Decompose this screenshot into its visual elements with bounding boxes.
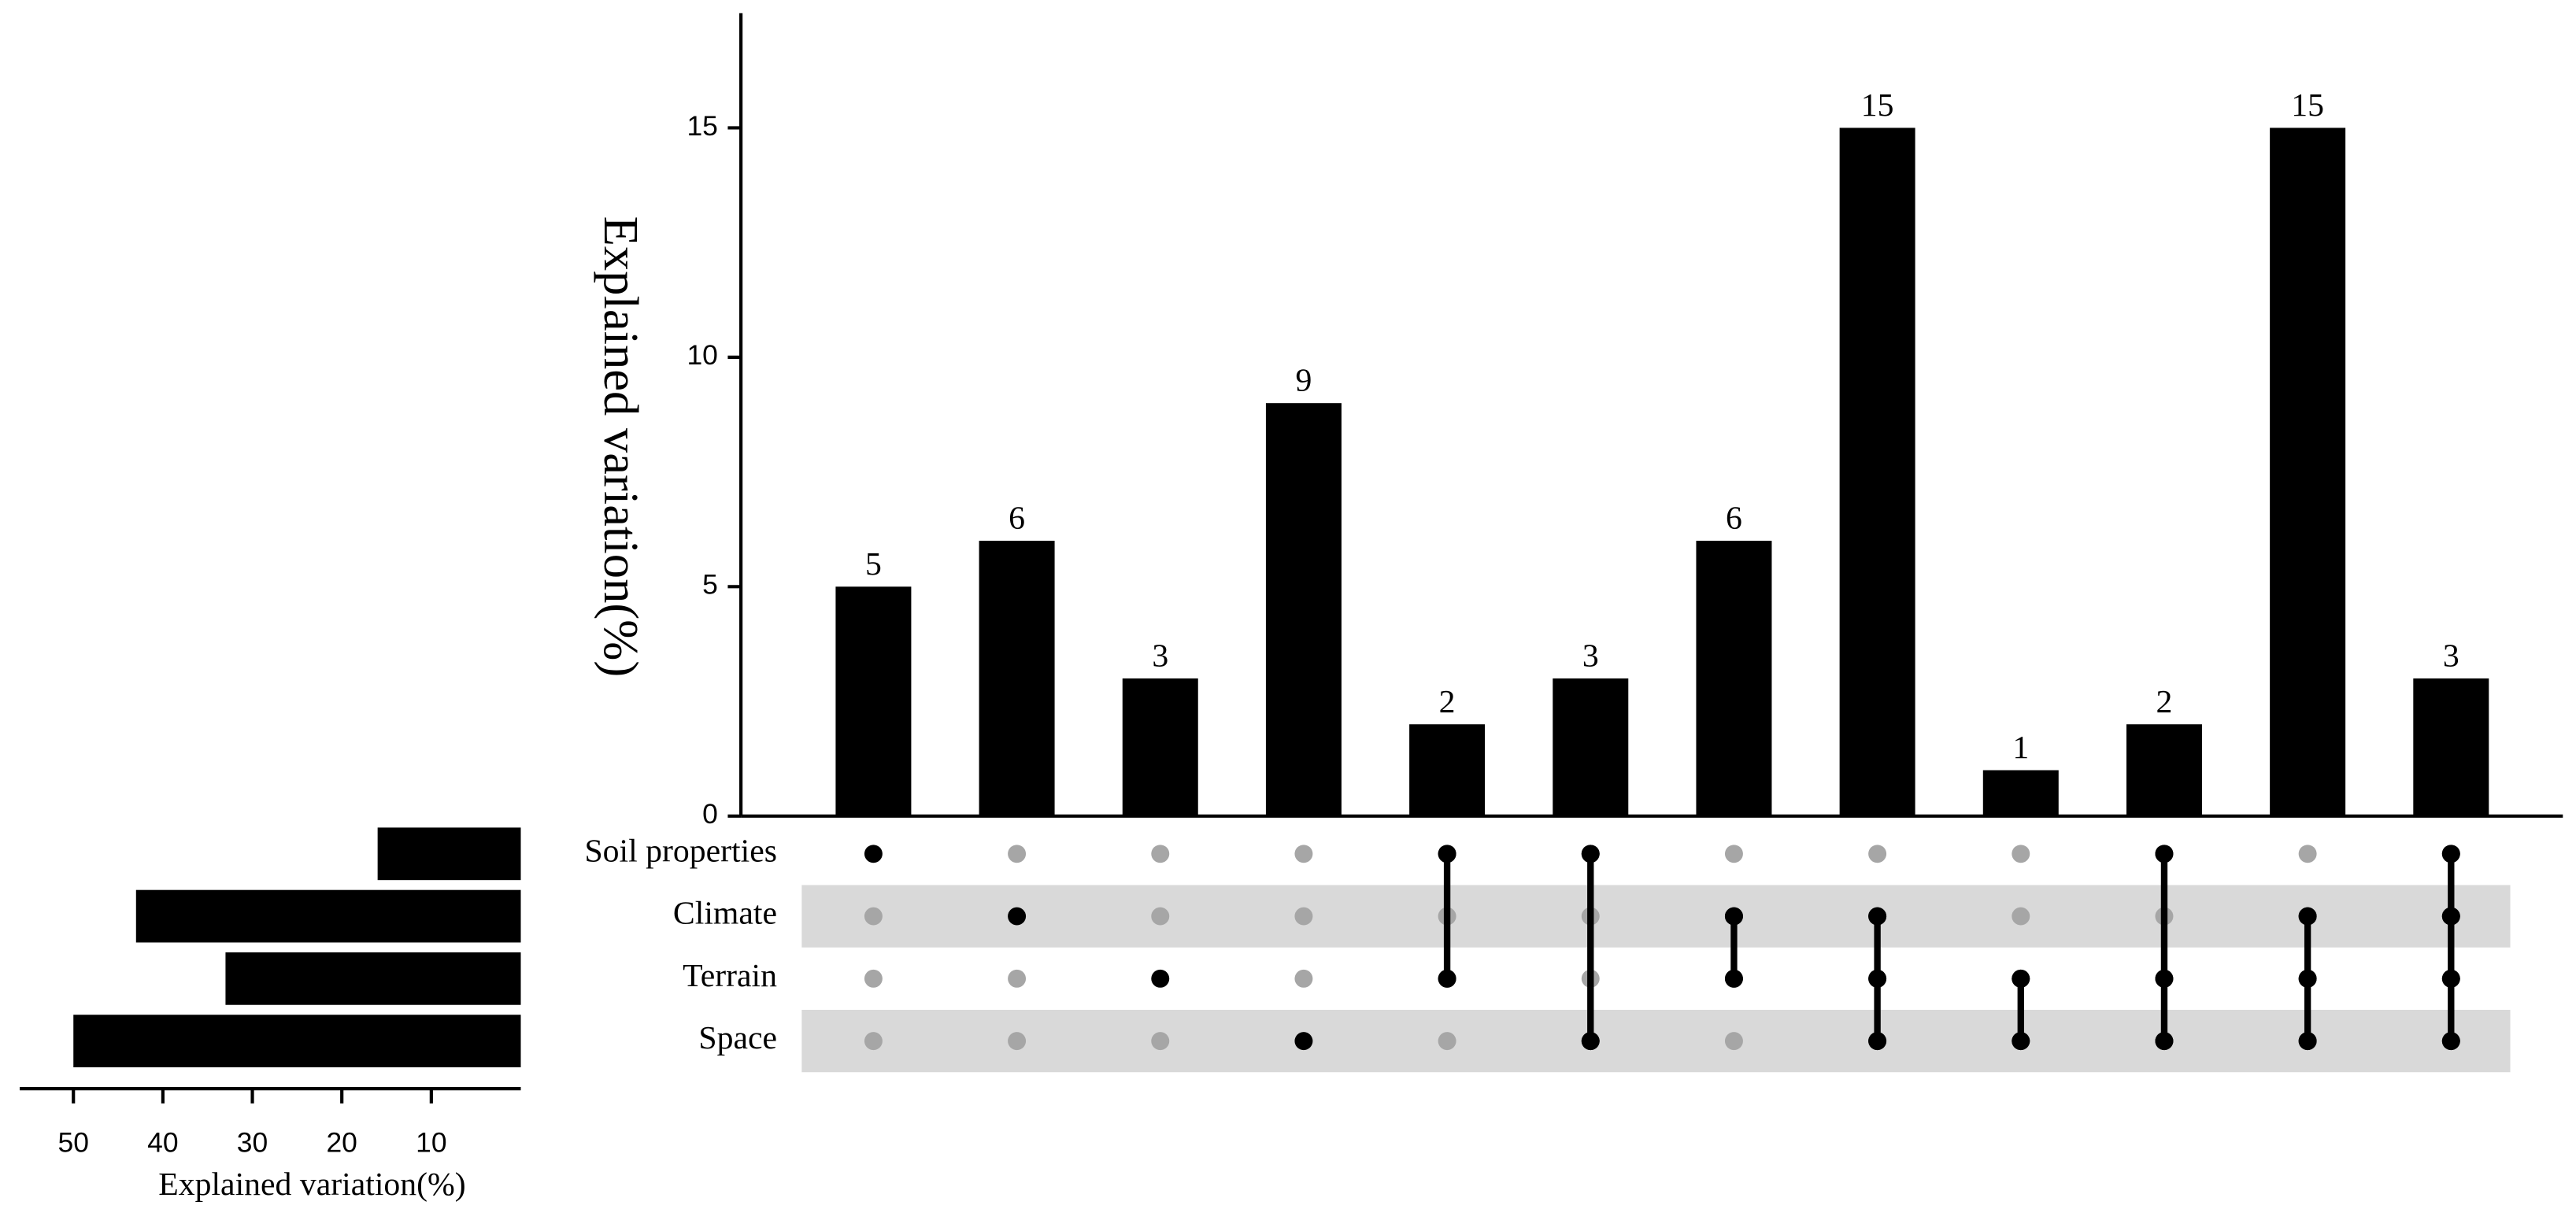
matrix-dot [1868, 907, 1887, 926]
matrix-dot [1724, 907, 1743, 926]
y-tick-label: 5 [702, 569, 718, 601]
matrix-dot [2441, 845, 2460, 863]
matrix-dot [2155, 1032, 2174, 1051]
matrix-dot [1294, 845, 1313, 863]
matrix-dot [1151, 969, 1170, 988]
set-label: Climate [673, 896, 777, 932]
matrix-dot [1438, 845, 1456, 863]
bar-value-label: 6 [1009, 501, 1025, 537]
matrix-dot [864, 1032, 883, 1051]
set-tick-label: 20 [326, 1126, 357, 1158]
bar [1122, 678, 1198, 816]
matrix-dot [1868, 1032, 1887, 1051]
bar [1982, 770, 2059, 816]
matrix-dot [1008, 845, 1027, 863]
matrix-dot [1151, 845, 1170, 863]
matrix-dot [1868, 969, 1887, 988]
matrix-dot [2298, 969, 2317, 988]
set-bar [225, 952, 521, 1005]
matrix-dot [2298, 907, 2317, 926]
matrix-dot [1294, 1032, 1313, 1051]
matrix-dot [1581, 845, 1600, 863]
bar-value-label: 15 [1861, 87, 1894, 124]
y-tick-label: 10 [687, 339, 717, 371]
bar [1696, 541, 1772, 816]
set-label: Terrain [683, 958, 777, 994]
bar-value-label: 9 [1295, 363, 1312, 399]
matrix-dot [864, 907, 883, 926]
set-bar [73, 1015, 521, 1067]
matrix-dot [1008, 969, 1027, 988]
matrix-dot [2441, 1032, 2460, 1051]
bar-value-label: 3 [1152, 638, 1168, 674]
matrix-dot [1008, 1032, 1027, 1051]
bar [1553, 678, 1629, 816]
bar [1839, 128, 1915, 816]
matrix-dot [1868, 845, 1887, 863]
bar-value-label: 2 [2156, 684, 2173, 720]
set-label: Soil properties [584, 833, 777, 869]
matrix-dot [1438, 1032, 1456, 1051]
matrix-stripe [801, 885, 2511, 948]
y-axis-label: Explained variation(%) [594, 216, 649, 677]
bar-value-label: 15 [2291, 87, 2324, 124]
bar-value-label: 3 [1582, 638, 1599, 674]
matrix-dot [1724, 1032, 1743, 1051]
bar-value-label: 6 [1726, 501, 1742, 537]
bar-value-label: 1 [2012, 730, 2029, 766]
set-tick-label: 30 [237, 1126, 268, 1158]
bar-value-label: 3 [2443, 638, 2459, 674]
matrix-dot [1724, 969, 1743, 988]
matrix-stripe [801, 1009, 2511, 1073]
set-label: Space [698, 1020, 777, 1056]
matrix-dot [864, 845, 883, 863]
bar [979, 541, 1055, 816]
set-tick-label: 40 [147, 1126, 178, 1158]
bar [1265, 403, 1342, 816]
matrix-dot [2012, 1032, 2030, 1051]
matrix-dot [1151, 1032, 1170, 1051]
bar [2126, 724, 2202, 816]
bar-value-label: 5 [865, 546, 882, 582]
matrix-dot [2441, 907, 2460, 926]
matrix-dot [1438, 969, 1456, 988]
matrix-dot [864, 969, 883, 988]
bar-value-label: 2 [1439, 684, 1456, 720]
matrix-dot [1581, 1032, 1600, 1051]
matrix-dot [1724, 845, 1743, 863]
matrix-dot [2012, 969, 2030, 988]
matrix-dot [1294, 969, 1313, 988]
bar [1409, 724, 1486, 816]
matrix-dot [1151, 907, 1170, 926]
matrix-dot [2298, 1032, 2317, 1051]
matrix-dot [2155, 969, 2174, 988]
set-axis-label: Explained variation(%) [158, 1166, 465, 1203]
set-tick-label: 50 [58, 1126, 89, 1158]
set-bar [377, 827, 521, 881]
set-tick-label: 10 [416, 1126, 446, 1158]
bar [2270, 128, 2346, 816]
y-tick-label: 15 [687, 110, 717, 142]
matrix-dot [2155, 845, 2174, 863]
matrix-dot [1008, 907, 1027, 926]
matrix-dot [1294, 907, 1313, 926]
matrix-dot [2298, 845, 2317, 863]
matrix-dot [2012, 907, 2030, 926]
set-bar [135, 889, 521, 943]
matrix-dot [2012, 845, 2030, 863]
matrix-dot [2441, 969, 2460, 988]
y-tick-label: 0 [702, 798, 718, 830]
bar [835, 586, 912, 816]
bar [2413, 678, 2489, 816]
